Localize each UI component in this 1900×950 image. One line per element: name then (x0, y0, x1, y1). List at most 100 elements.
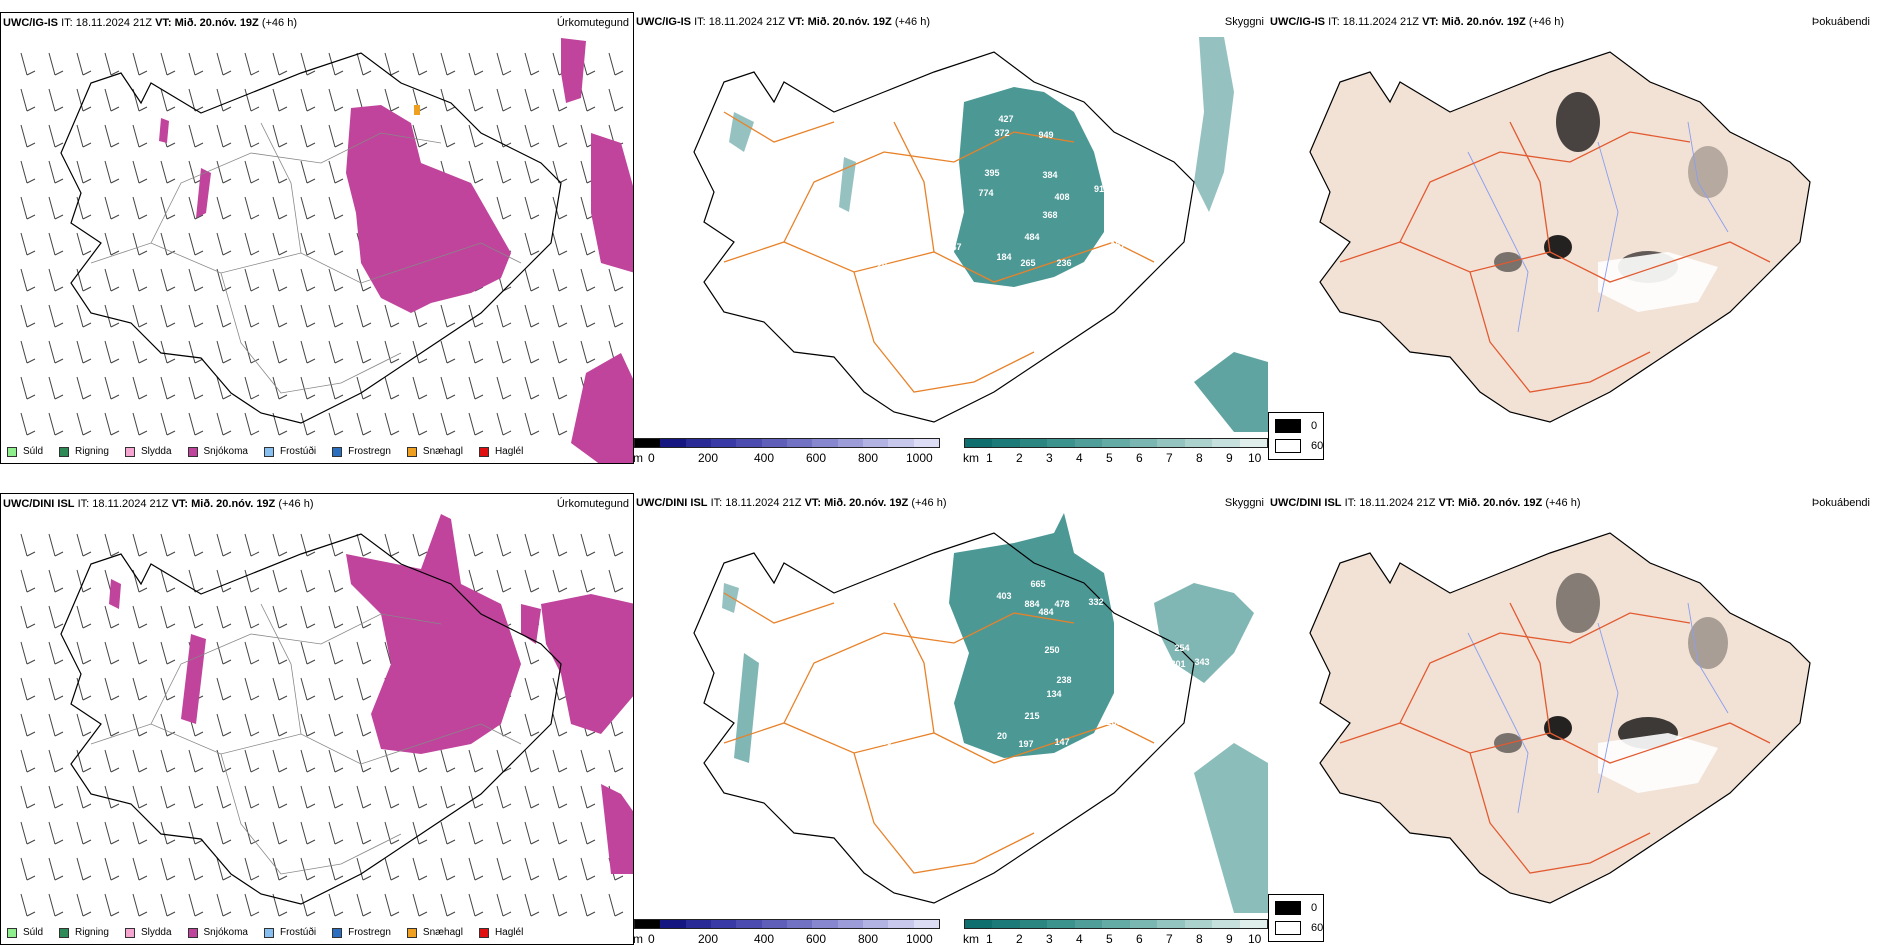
wind-barb (580, 232, 596, 256)
wind-barb (48, 569, 64, 593)
wind-barb (524, 160, 540, 184)
cloud-label: 133 (888, 240, 903, 250)
wind-barb (216, 304, 232, 328)
wind-barb (328, 160, 344, 184)
wind-barb (552, 124, 568, 148)
wind-barb (216, 88, 232, 112)
wind-barb (244, 785, 260, 809)
cloud-label: 535 (828, 701, 843, 711)
cloud-label: 949 (1038, 130, 1053, 140)
wind-barb (160, 196, 176, 220)
colorbar-tick: 7 (1166, 932, 1173, 945)
wind-barb (272, 52, 288, 76)
low-visibility-areas (722, 513, 1268, 913)
wind-barb (132, 641, 148, 665)
wind-barb (20, 340, 36, 364)
wind-barb (272, 857, 288, 881)
wind-barb (20, 412, 36, 436)
wind-barb (188, 124, 204, 148)
wind-barb (524, 641, 540, 665)
cloud-label: 384 (1042, 170, 1057, 180)
wind-barb (76, 376, 92, 400)
wind-barb (216, 677, 232, 701)
legend-item: Súld (7, 446, 43, 457)
wind-barb (552, 88, 568, 112)
colorbar-tick: 2 (1016, 932, 1023, 945)
wind-barb (216, 376, 232, 400)
wind-barb (188, 749, 204, 773)
wind-barb (104, 232, 120, 256)
wind-barbs (20, 52, 624, 436)
wind-barb (580, 304, 596, 328)
wind-barb (552, 340, 568, 364)
wind-barb (132, 88, 148, 112)
colorbar-tick: 2 (1016, 451, 1023, 464)
wind-barb (76, 749, 92, 773)
wind-barb (48, 749, 64, 773)
wind-barb (384, 304, 400, 328)
wind-barb (440, 749, 456, 773)
wind-barb (20, 533, 36, 557)
wind-barb (328, 304, 344, 328)
colorbar-tick: 1000 (906, 451, 933, 464)
cloud-label: 184 (1116, 743, 1131, 753)
colorbar-strip (634, 438, 940, 448)
wind-barb (76, 232, 92, 256)
wind-barb (20, 749, 36, 773)
precip-panel-top: UWC/IG-IS IT: 18.11.2024 21Z VT: Mið. 20… (0, 12, 634, 464)
wind-barb (552, 232, 568, 256)
wind-barb (244, 713, 260, 737)
wind-barb (188, 893, 204, 917)
wind-barb (412, 893, 428, 917)
wind-barb (300, 304, 316, 328)
wind-barb (356, 713, 372, 737)
wind-barb (468, 376, 484, 400)
wind-barb (48, 533, 64, 557)
wind-barb (300, 641, 316, 665)
wind-barb (188, 412, 204, 436)
wind-barb (496, 88, 512, 112)
wind-barb (272, 569, 288, 593)
wind-barb (188, 533, 204, 557)
wind-barb (272, 749, 288, 773)
legend-swatch (406, 446, 417, 457)
cloud-label: 197 (1018, 739, 1033, 749)
wind-barb (76, 304, 92, 328)
wind-barb (76, 88, 92, 112)
wind-barb (76, 893, 92, 917)
wind-barb (524, 749, 540, 773)
wind-barb (328, 412, 344, 436)
wind-barb (384, 52, 400, 76)
panel-name: Úrkomutegund (556, 498, 629, 510)
wind-barb (300, 605, 316, 629)
fog-legend-row: 0 (1275, 419, 1317, 433)
cloud-label: 301 (1170, 659, 1185, 669)
wind-barb (244, 376, 260, 400)
wind-barb (496, 893, 512, 917)
wind-barb (552, 533, 568, 557)
visibility-colorbar: km 1 2 3 4 5 6 7 8 9 10 (963, 438, 1268, 464)
wind-barb (216, 821, 232, 845)
colorbar-tick: 3 (1046, 932, 1053, 945)
wind-barb (132, 533, 148, 557)
wind-barb (48, 605, 64, 629)
legend-item: Haglél (478, 927, 523, 938)
wind-barb (272, 641, 288, 665)
wind-barb (20, 52, 36, 76)
colorbar-tick: 3 (1046, 451, 1053, 464)
wind-barb (580, 268, 596, 292)
wind-barb (104, 641, 120, 665)
wind-barb (608, 533, 624, 557)
wind-barb (216, 232, 232, 256)
colorbar-tick: 1 (986, 932, 993, 945)
wind-barb (20, 569, 36, 593)
legend-swatch (263, 446, 274, 457)
wind-barb (104, 893, 120, 917)
wind-barb (496, 196, 512, 220)
wind-barb (48, 821, 64, 845)
wind-barb (272, 196, 288, 220)
wind-barb (104, 677, 120, 701)
legend-swatch (332, 927, 343, 938)
wind-barb (496, 785, 512, 809)
wind-barb (244, 641, 260, 665)
